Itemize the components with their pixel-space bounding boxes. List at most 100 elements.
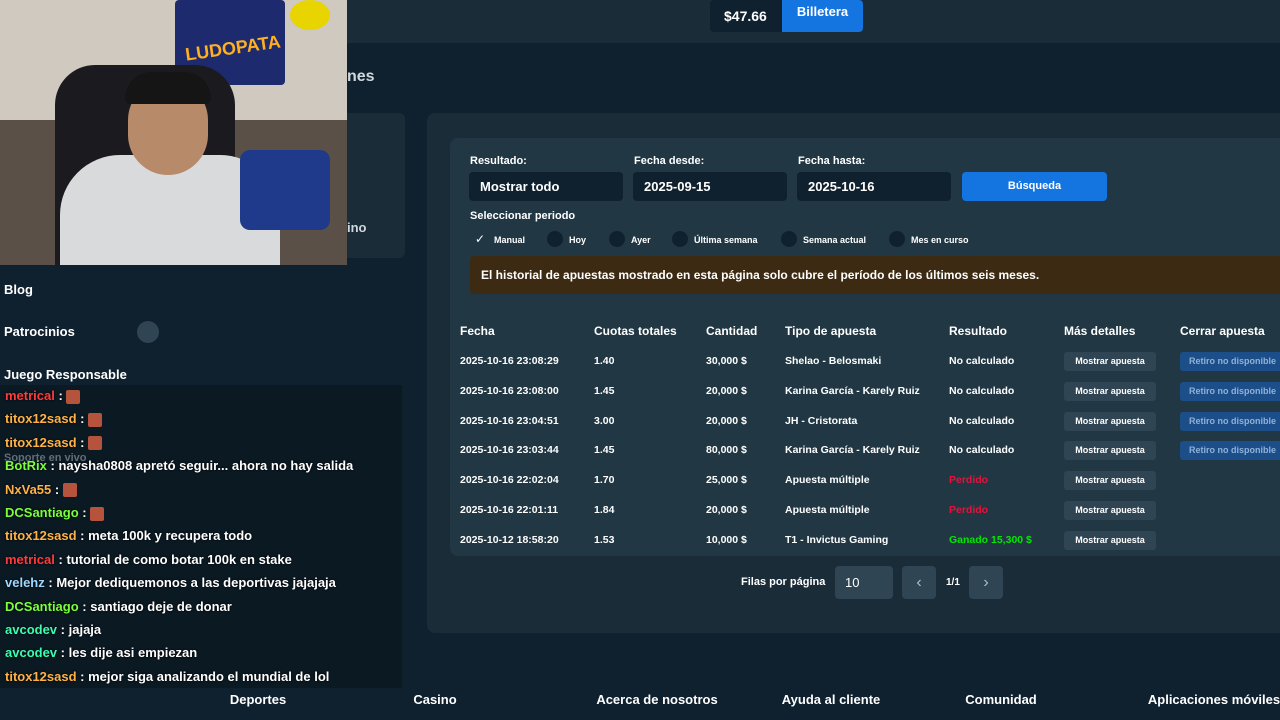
cell-odds: 1.70 [594,474,615,487]
cell-result: No calculado [949,444,1015,457]
filter-label: Resultado: [470,155,527,167]
period-radio[interactable]: ✓ [474,232,486,246]
cell-odds: 1.45 [594,444,615,457]
cell-amount: 20,000 $ [706,414,747,427]
search-button[interactable]: Búsqueda [962,172,1107,201]
filter-value: Mostrar todo [480,179,560,194]
table-header: Tipo de apuesta [785,324,877,338]
chat-message: DCSantiago : [5,505,105,521]
chat-emote [66,389,81,404]
footer-link[interactable]: Ayuda al cliente [781,692,881,707]
page-indicator: 1/1 [946,577,960,588]
chat-user: NxVa55 [5,481,52,497]
chat-emote [62,483,77,498]
chat-text: les dije asi empiezan [68,645,198,661]
chat-user: BotRix [5,458,47,474]
cell-amount: 80,000 $ [706,444,747,457]
chat-separator: : [76,434,89,450]
cell-odds: 1.53 [594,533,615,546]
table-header: Cuotas totales [594,324,677,338]
cell-result: No calculado [949,355,1015,367]
table-header: Cerrar apuesta [1180,324,1265,338]
hair [125,72,211,104]
period-radio[interactable] [609,231,625,247]
cell-amount: 10,000 $ [706,533,747,546]
chat-overlay [0,385,402,688]
period-radio[interactable] [889,231,905,247]
sidebar-item[interactable]: Patrocinios [4,324,75,339]
wallet-button[interactable]: Billetera [782,0,863,32]
footer-link[interactable]: Acerca de nosotros [596,692,718,707]
cell-result: Perdido [949,474,989,487]
next-page[interactable]: › [969,566,1003,599]
cell-amount: 20,000 $ [706,504,747,516]
cell-amount: 30,000 $ [706,355,747,367]
details-button[interactable]: Mostrar apuesta [1064,471,1156,491]
chat-separator: : [46,458,59,474]
details-button[interactable]: Mostrar apuesta [1064,381,1156,401]
close-button[interactable]: Retiro no disponible [1180,411,1280,431]
period-option[interactable]: Semana actual [803,235,867,245]
period-option[interactable]: Ayer [631,235,651,245]
balance: $47.66 [724,8,767,24]
table-header: Resultado [949,324,1008,338]
close-button[interactable]: Retiro no disponible [1180,441,1280,461]
period-radio[interactable] [547,231,563,247]
filter-input[interactable] [797,172,951,201]
chat-emote [90,506,105,521]
chat-message: BotRix : naysha0808 apretó seguir... aho… [5,458,353,474]
chat-message: metrical : [5,388,81,404]
chat-message: titox12sasd : mejor siga analizando el m… [5,669,329,685]
chat-message: DCSantiago : santiago deje de donar [5,599,232,615]
chat-message: titox12sasd : meta 100k y recupera todo [5,528,252,544]
details-button[interactable]: Mostrar apuesta [1064,501,1156,520]
chat-message: titox12sasd : [5,434,103,451]
cell-odds: 1.40 [594,355,615,367]
chat-text: santiago deje de donar [90,598,232,614]
faded-item: Soporte en vivo [4,452,87,464]
cell-date: 2025-10-16 23:08:29 [460,355,559,367]
cell-date: 2025-10-12 18:58:20 [460,533,559,546]
filter-value: 2025-09-15 [644,179,711,194]
rows-select[interactable] [835,566,893,599]
footer-link[interactable]: Casino [413,692,457,707]
period-option[interactable]: Manual [494,235,526,245]
details-button[interactable]: Mostrar apuesta [1064,530,1156,550]
close-button[interactable]: Retiro no disponible [1180,381,1280,401]
close-button[interactable]: Retiro no disponible [1180,352,1280,371]
filter-input[interactable] [633,172,787,201]
filter-value: 2025-10-16 [808,179,875,194]
footer-link[interactable]: Aplicaciones móviles [1147,692,1280,707]
filter-input[interactable] [469,172,623,201]
chat-user: titox12sasd [5,434,77,450]
table-header: Fecha [460,324,495,338]
cell-date: 2025-10-16 23:03:44 [460,444,559,457]
cell-type: T1 - Invictus Gaming [785,533,889,546]
prev-page[interactable]: ‹ [902,566,936,599]
period-option[interactable]: Última semana [694,235,758,245]
period-option[interactable]: Mes en curso [911,235,969,245]
period-option[interactable]: Hoy [569,235,587,245]
chat-separator: : [78,598,91,614]
cell-odds: 1.45 [594,384,615,397]
footer-link[interactable]: Deportes [229,692,287,707]
period-radio[interactable] [781,231,797,247]
chat-message: velehz : Mejor dediquemonos a las deport… [5,575,336,591]
details-button[interactable]: Mostrar apuesta [1064,441,1156,461]
chat-user: DCSantiago [5,598,79,614]
chat-message: metrical : tutorial de como botar 100k e… [5,552,292,568]
cell-odds: 3.00 [594,414,615,427]
chat-text: naysha0808 apretó seguir... ahora no hay… [58,458,354,474]
chat-user: velehz [5,575,45,591]
footer-link[interactable]: Comunidad [965,692,1037,707]
details-button[interactable]: Mostrar apuesta [1064,411,1156,431]
sidebar-item[interactable]: Juego Responsable [4,367,127,382]
cell-amount: 20,000 $ [706,384,747,397]
chat-separator: : [76,528,89,544]
cell-odds: 1.84 [594,504,615,516]
period-radio[interactable] [672,231,688,247]
details-button[interactable]: Mostrar apuesta [1064,352,1156,371]
sidebar-item[interactable]: Blog [4,282,33,297]
rows-label: Filas por página [741,576,826,588]
cell-amount: 25,000 $ [706,474,747,487]
